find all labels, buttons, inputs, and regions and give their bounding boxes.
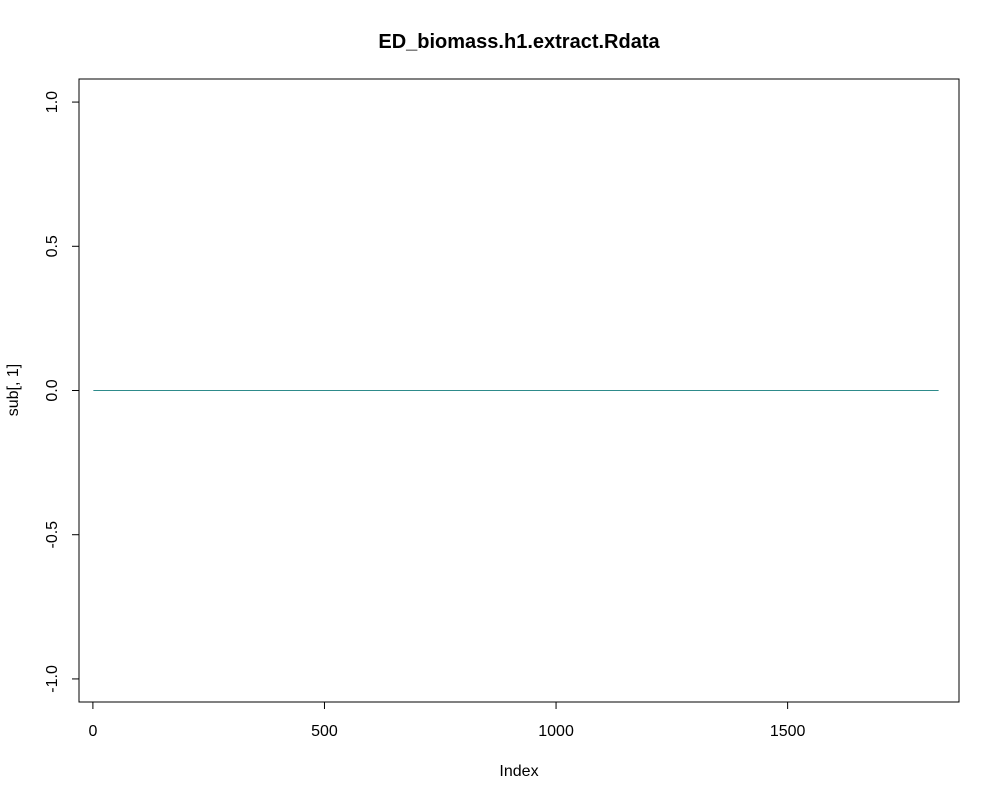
y-tick-label: 0.5 (44, 235, 61, 257)
x-tick-label: 500 (311, 723, 338, 740)
x-tick-label: 0 (88, 723, 97, 740)
chart-title: ED_biomass.h1.extract.Rdata (378, 31, 660, 53)
x-axis-label: Index (499, 763, 538, 780)
x-tick-label: 1500 (770, 723, 806, 740)
x-axis: 0 500 1000 1500 (88, 701, 806, 740)
y-axis: -1.0 -0.5 0.0 0.5 1.0 (44, 91, 80, 693)
y-axis-label: sub[, 1] (5, 364, 22, 416)
y-tick-label: -1.0 (44, 665, 61, 693)
x-tick-label: 1000 (538, 723, 574, 740)
y-tick-label: -0.5 (44, 521, 61, 549)
y-tick-label: 0.0 (44, 379, 61, 401)
y-tick-label: 1.0 (44, 91, 61, 113)
